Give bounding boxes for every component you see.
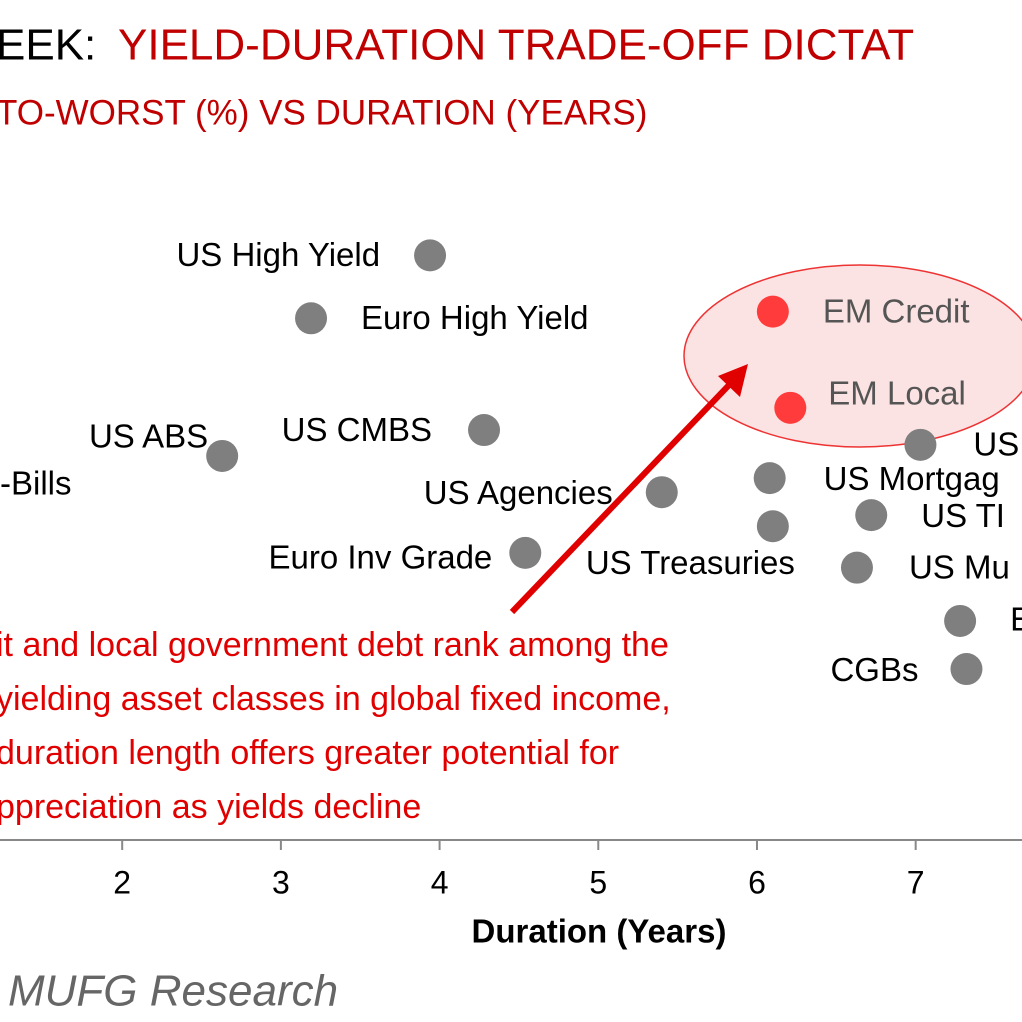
chart-title: YIELD-DURATION TRADE-OFF DICTAT bbox=[118, 21, 914, 70]
x-tick-label: 5 bbox=[589, 864, 607, 900]
point bbox=[840, 551, 873, 584]
source: MUFG Research bbox=[8, 967, 338, 1016]
chart-subtitle: TO-WORST (%) VS DURATION (YEARS) bbox=[0, 93, 647, 132]
point-label: Euro High Yield bbox=[361, 299, 588, 336]
point-label: US CMBS bbox=[282, 411, 432, 448]
point bbox=[295, 302, 328, 335]
title-lead: EEK: bbox=[0, 21, 96, 70]
point bbox=[904, 428, 937, 461]
x-tick-label: 6 bbox=[748, 864, 766, 900]
point-label: E bbox=[1010, 601, 1022, 638]
point-label: US ABS bbox=[89, 418, 208, 455]
point-label: -Bills bbox=[0, 465, 72, 502]
point bbox=[855, 499, 888, 532]
point bbox=[753, 462, 786, 495]
point bbox=[756, 510, 789, 543]
x-tick-label: 7 bbox=[907, 864, 925, 900]
point-label: US Mu bbox=[909, 548, 1010, 585]
point bbox=[468, 414, 501, 447]
point-label: US High Yield bbox=[176, 236, 380, 273]
point-label: US Treasuries bbox=[586, 544, 795, 581]
point bbox=[944, 604, 977, 637]
point-label: US bbox=[973, 426, 1019, 463]
annotation: duration length offers greater potential… bbox=[0, 734, 619, 772]
annotation: it and local government debt rank among … bbox=[0, 626, 669, 664]
point-label: US TI bbox=[921, 497, 1005, 534]
point bbox=[206, 439, 239, 472]
point-label: US Mortgag bbox=[824, 460, 1000, 497]
x-tick-label: 4 bbox=[431, 864, 449, 900]
arrow bbox=[509, 381, 733, 615]
point bbox=[774, 391, 807, 424]
point bbox=[645, 476, 678, 509]
x-axis-label: Duration (Years) bbox=[472, 913, 727, 950]
point-label: EM Credit bbox=[823, 292, 970, 329]
arrow-head bbox=[718, 364, 748, 397]
point-label: EM Local bbox=[828, 375, 966, 412]
annotation: yielding asset classes in global fixed i… bbox=[0, 680, 671, 718]
point bbox=[756, 295, 789, 328]
point-label: US Agencies bbox=[424, 474, 613, 511]
point bbox=[414, 239, 447, 272]
point bbox=[950, 653, 983, 686]
annotation: ppreciation as yields decline bbox=[0, 788, 421, 826]
point bbox=[509, 536, 542, 569]
x-tick-label: 3 bbox=[272, 864, 290, 900]
x-tick-label: 2 bbox=[113, 864, 131, 900]
point-label: Euro Inv Grade bbox=[269, 539, 493, 576]
point-label: CGBs bbox=[830, 651, 918, 688]
